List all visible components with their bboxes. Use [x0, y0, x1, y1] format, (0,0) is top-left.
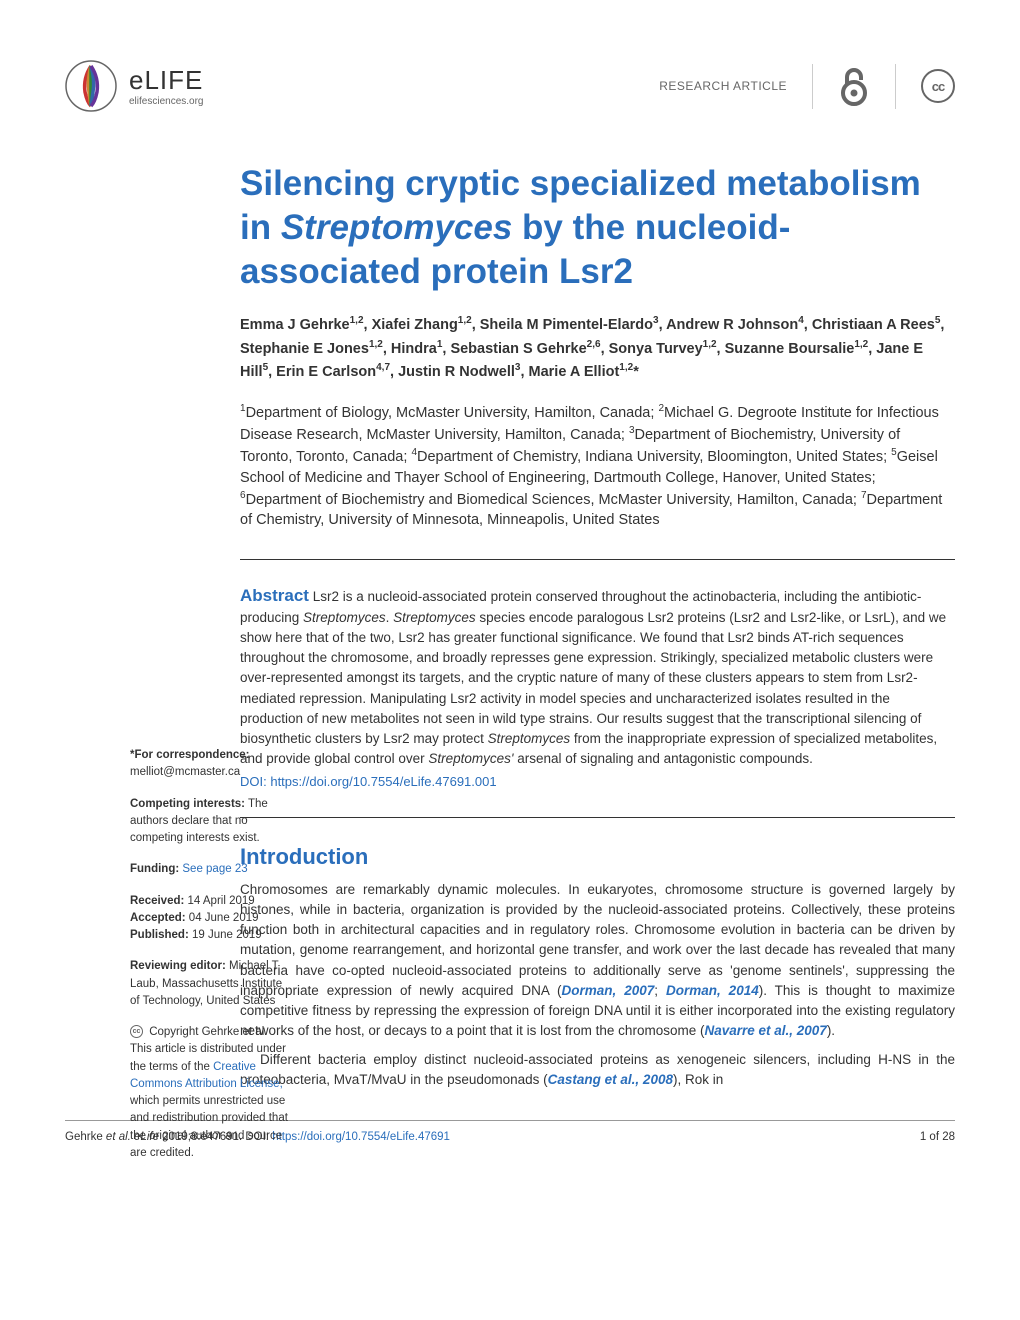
copyright-text2: which permits unrestricted use and redis… [130, 1095, 288, 1159]
logo-text-block: eLIFE elifesciences.org [129, 65, 203, 107]
abstract-paragraph: Abstract Lsr2 is a nucleoid-associated p… [240, 586, 955, 769]
logo-name: eLIFE [129, 65, 203, 96]
competing-block: Competing interests: The authors declare… [130, 796, 290, 848]
funding-label: Funding: [130, 863, 179, 875]
published-label: Published: [130, 929, 189, 941]
logo-url: elifesciences.org [129, 96, 203, 107]
section-divider [240, 559, 955, 560]
abstract-label: Abstract [240, 586, 309, 605]
abstract-text: Lsr2 is a nucleoid-associated protein co… [240, 589, 946, 766]
section-divider [240, 817, 955, 818]
logo-section: eLIFE elifesciences.org [65, 60, 203, 112]
funding-block: Funding: See page 23 [130, 861, 290, 878]
correspondence-label: *For correspondence: [130, 749, 250, 761]
cc-license-icon: cc [921, 69, 955, 103]
intro-paragraph-1: Chromosomes are remarkably dynamic molec… [240, 880, 955, 1042]
correspondence-block: *For correspondence: melliot@mcmaster.ca [130, 747, 290, 782]
intro-paragraph-2: Different bacteria employ distinct nucle… [240, 1050, 955, 1091]
copyright-text1: Copyright Gehrke et al. This article is … [130, 1026, 286, 1073]
main-content: Silencing cryptic specialized metabolism… [240, 162, 955, 1090]
reviewing-block: Reviewing editor: Michael T Laub, Massac… [130, 958, 290, 1010]
funding-link[interactable]: See page 23 [179, 863, 247, 875]
elife-logo-icon [65, 60, 117, 112]
article-type-label: RESEARCH ARTICLE [659, 79, 787, 93]
footer-doi-link[interactable]: https://doi.org/10.7554/eLife.47691 [272, 1131, 450, 1143]
accepted-label: Accepted: [130, 912, 186, 924]
article-title: Silencing cryptic specialized metabolism… [240, 162, 955, 293]
dates-block: Received: 14 April 2019 Accepted: 04 Jun… [130, 893, 290, 945]
divider [895, 64, 896, 109]
published-date: 19 June 2019 [189, 929, 262, 941]
correspondence-email: melliot@mcmaster.ca [130, 766, 240, 778]
sidebar-info: *For correspondence: melliot@mcmaster.ca… [130, 747, 290, 1176]
copyright-block: cc Copyright Gehrke et al. This article … [130, 1024, 290, 1162]
divider [812, 64, 813, 109]
reviewing-label: Reviewing editor: [130, 960, 226, 972]
affiliations-list: 1Department of Biology, McMaster Univers… [240, 402, 955, 531]
competing-label: Competing interests: [130, 798, 245, 810]
page-number: 1 of 28 [920, 1131, 955, 1143]
abstract-section: Abstract Lsr2 is a nucleoid-associated p… [240, 586, 955, 788]
accepted-date: 04 June 2019 [186, 912, 259, 924]
abstract-doi: DOI: https://doi.org/10.7554/eLife.47691… [240, 774, 955, 789]
header-right: RESEARCH ARTICLE cc [659, 64, 955, 109]
page-header: eLIFE elifesciences.org RESEARCH ARTICLE… [65, 60, 955, 112]
received-label: Received: [130, 895, 184, 907]
introduction-heading: Introduction [240, 844, 955, 870]
received-date: 14 April 2019 [184, 895, 254, 907]
open-access-icon [838, 65, 870, 107]
cc-small-icon: cc [130, 1025, 143, 1038]
abstract-doi-link[interactable]: https://doi.org/10.7554/eLife.47691.001 [270, 774, 496, 789]
authors-list: Emma J Gehrke1,2, Xiafei Zhang1,2, Sheil… [240, 313, 955, 384]
